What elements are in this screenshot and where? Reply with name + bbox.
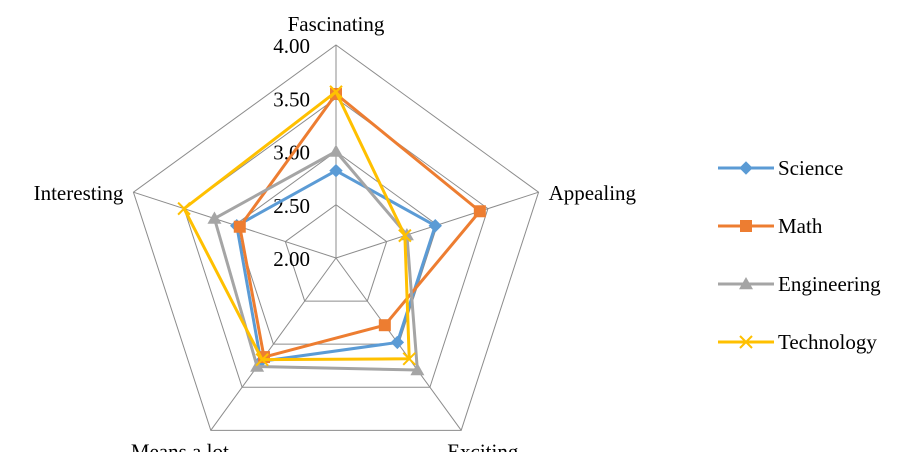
data-point [402, 352, 416, 366]
legend-item: Engineering [718, 272, 881, 296]
legend-label: Engineering [778, 272, 881, 296]
data-point [398, 228, 412, 243]
category-label: Fascinating [288, 12, 385, 36]
series-math [233, 87, 486, 364]
category-label: Means a lot [131, 439, 229, 452]
data-point [739, 335, 753, 349]
tick-label: 2.00 [273, 247, 310, 271]
data-series [177, 85, 486, 376]
legend: Science Math Engineering Technology [718, 156, 881, 354]
data-point [177, 201, 191, 216]
data-point [428, 219, 442, 233]
radial-tick-labels: 2.00 2.50 3.00 3.50 4.00 [273, 34, 310, 271]
data-point [410, 363, 425, 376]
grid-ring [132, 44, 540, 431]
data-point [207, 211, 222, 224]
legend-item: Technology [718, 330, 877, 354]
grid-ring [284, 204, 388, 302]
data-point [473, 205, 486, 218]
grid-spoke [210, 257, 337, 431]
legend-label: Technology [778, 330, 877, 354]
tick-label: 3.00 [273, 141, 310, 165]
data-point [233, 220, 246, 233]
series-line [238, 92, 482, 359]
data-point [329, 163, 343, 178]
data-point [739, 277, 753, 290]
legend-label: Math [778, 214, 823, 238]
data-point [739, 161, 753, 175]
data-point [329, 144, 343, 157]
tick-label: 2.50 [273, 194, 310, 218]
series-engineering [207, 144, 425, 376]
series-line [212, 150, 419, 372]
data-point [255, 352, 269, 367]
data-point [740, 220, 752, 232]
legend-item: Science [718, 156, 843, 180]
legend-item: Math [718, 214, 823, 238]
category-labels: Fascinating Appealing Exciting Means a lot I… [34, 12, 637, 452]
data-point [390, 335, 405, 350]
data-point [378, 319, 391, 332]
tick-label: 3.50 [273, 87, 310, 111]
tick-label: 4.00 [273, 34, 310, 58]
category-label: Interesting [34, 181, 124, 205]
radar-spokes [133, 45, 539, 431]
category-label: Appealing [549, 181, 637, 205]
series-technology [177, 85, 416, 367]
category-label: Exciting [447, 439, 519, 452]
series-line [182, 90, 411, 362]
legend-label: Science [778, 156, 843, 180]
data-point [329, 85, 343, 99]
series-line [235, 169, 437, 363]
